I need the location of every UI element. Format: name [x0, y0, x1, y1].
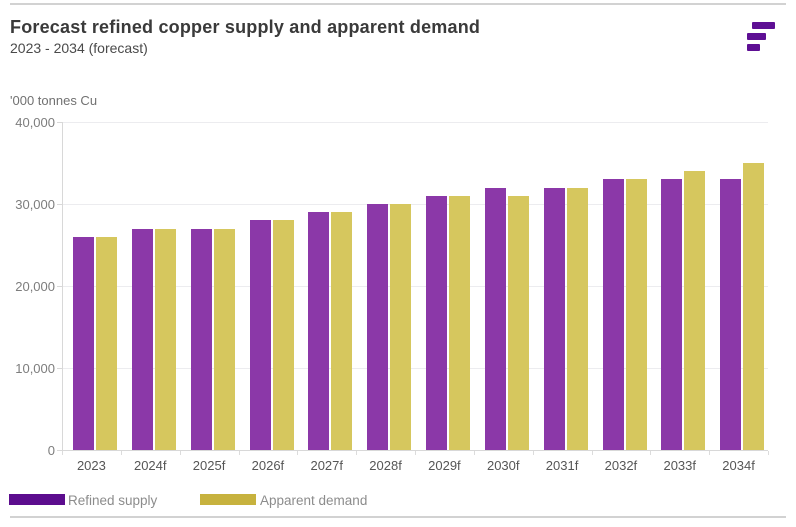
x-axis-label-2025f: 2025f [192, 458, 226, 473]
chart-title: Forecast refined copper supply and appar… [10, 17, 481, 37]
legend-label-apparent-demand: Apparent demand [260, 493, 368, 508]
x-axis-label-2027f: 2027f [310, 458, 344, 473]
bottom-divider [10, 516, 786, 518]
bar-apparent-demand-2033f [684, 171, 706, 450]
chart-legend: Refined supply Apparent demand [0, 490, 796, 510]
x-axis-tick [591, 451, 593, 455]
gridline-30000 [62, 204, 768, 205]
x-axis-line [62, 450, 768, 451]
bar-apparent-demand-2030f [507, 195, 529, 450]
chart-subtitle: 2023 - 2034 (forecast) [10, 40, 148, 56]
bar-refined-supply-2030f [484, 187, 506, 450]
x-axis-label-2023: 2023 [76, 458, 106, 473]
bar-apparent-demand-2032f [625, 179, 647, 450]
bar-refined-supply-2023 [73, 236, 94, 450]
bar-apparent-demand-2025f [213, 228, 235, 450]
bar-apparent-demand-2024f [154, 228, 176, 450]
bar-refined-supply-2026f [249, 220, 271, 450]
y-axis-unit-label: '000 tonnes Cu [10, 93, 98, 108]
y-axis-label: 0 [47, 442, 55, 458]
gridline-20000 [62, 286, 768, 287]
x-axis-tick [768, 451, 769, 455]
logo-bar-middle [747, 33, 766, 40]
bar-apparent-demand-2034f [743, 163, 765, 450]
gridline-10000 [62, 368, 768, 369]
bar-apparent-demand-2027f [331, 212, 353, 450]
y-axis-label: 20,000 [15, 278, 55, 294]
x-axis-tick [179, 451, 181, 455]
gridline-40000 [62, 122, 768, 123]
bar-refined-supply-2032f [602, 179, 624, 450]
x-axis-tick [473, 451, 475, 455]
bar-apparent-demand-2031f [566, 187, 588, 450]
x-axis-label-2033f: 2033f [663, 458, 697, 473]
y-axis-label: 10,000 [15, 360, 55, 376]
x-axis-label-2026f: 2026f [251, 458, 285, 473]
y-axis-label: 30,000 [15, 196, 55, 212]
x-axis-label-2031f: 2031f [545, 458, 579, 473]
x-axis-tick [238, 451, 240, 455]
x-axis-tick [120, 451, 122, 455]
y-axis-tick [57, 368, 62, 369]
x-axis-tick [415, 451, 416, 455]
bar-refined-supply-2025f [190, 228, 212, 450]
x-axis-label-2030f: 2030f [486, 458, 520, 473]
x-axis-tick [532, 451, 534, 455]
x-axis-tick [62, 451, 63, 455]
legend-swatch-refined-supply [9, 494, 65, 505]
legend-swatch-apparent-demand [200, 494, 256, 505]
bar-refined-supply-2034f [720, 179, 742, 450]
bar-refined-supply-2024f [131, 228, 153, 450]
bar-refined-supply-2031f [543, 187, 565, 450]
y-axis-tick [57, 450, 62, 451]
x-axis-label-2024f: 2024f [133, 458, 167, 473]
y-axis-line [62, 122, 63, 450]
x-axis-label-2034f: 2034f [722, 458, 755, 473]
bar-apparent-demand-2028f [390, 204, 412, 450]
bar-apparent-demand-2029f [449, 195, 470, 450]
bar-apparent-demand-2023 [96, 236, 117, 450]
bar-refined-supply-2027f [308, 212, 330, 450]
x-axis-tick [356, 451, 358, 455]
x-axis-label-2032f: 2032f [604, 458, 638, 473]
legend-item-refined-supply[interactable]: Refined supply [9, 490, 189, 510]
logo-bar-top [752, 22, 775, 29]
legend-label-refined-supply: Refined supply [68, 493, 158, 508]
x-axis-tick [297, 451, 299, 455]
y-axis-tick [57, 204, 62, 205]
x-axis-label-2029f: 2029f [428, 458, 461, 473]
y-axis-label: 40,000 [15, 114, 55, 130]
top-divider [10, 3, 786, 5]
legend-item-apparent-demand[interactable]: Apparent demand [200, 490, 400, 510]
bar-apparent-demand-2026f [272, 220, 294, 450]
logo-bar-bottom [747, 44, 760, 51]
x-axis-tick [650, 451, 652, 455]
x-axis-tick [709, 451, 711, 455]
x-axis-label-2028f: 2028f [369, 458, 402, 473]
bar-refined-supply-2028f [367, 204, 389, 450]
bar-refined-supply-2033f [661, 179, 683, 450]
y-axis-tick [57, 286, 62, 287]
bar-refined-supply-2029f [426, 195, 447, 450]
y-axis-tick [57, 122, 62, 123]
